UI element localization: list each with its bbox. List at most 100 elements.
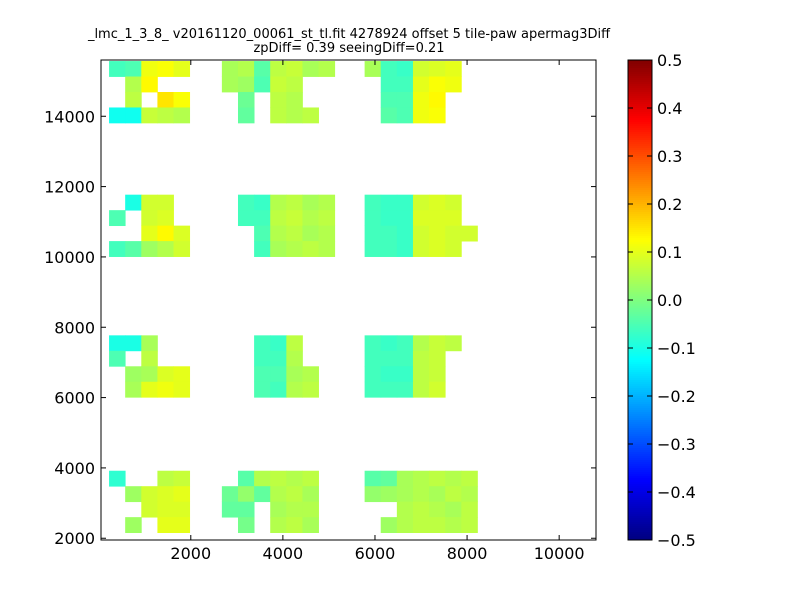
heatmap-cell bbox=[445, 225, 462, 242]
heatmap-cell bbox=[270, 486, 287, 503]
heatmap-cell bbox=[141, 76, 158, 93]
colorbar-band bbox=[628, 182, 652, 185]
y-tick-label: 10000 bbox=[44, 248, 95, 267]
heatmap-cell bbox=[173, 61, 191, 77]
colorbar-band bbox=[628, 514, 652, 517]
colorbar-band bbox=[628, 494, 652, 497]
colorbar-band bbox=[628, 506, 652, 509]
heatmap-cell bbox=[412, 366, 430, 383]
colorbar-band bbox=[628, 488, 652, 491]
heatmap-cell bbox=[380, 486, 398, 503]
heatmap-cell bbox=[286, 92, 303, 108]
heatmap-cell bbox=[429, 107, 446, 124]
heatmap-cell bbox=[364, 225, 382, 242]
heatmap-cell bbox=[412, 350, 430, 367]
colorbar-band bbox=[628, 484, 652, 487]
heatmap-cell bbox=[380, 76, 398, 93]
colorbar-band bbox=[628, 518, 652, 521]
colorbar-band bbox=[628, 246, 652, 249]
heatmap-cell bbox=[141, 335, 158, 352]
colorbar-band bbox=[628, 360, 652, 363]
colorbar-band bbox=[628, 432, 652, 435]
chart-title-line-1: _lmc_1_3_8_ v20161120_00061_st_tl.fit 42… bbox=[87, 27, 611, 42]
heatmap-cell bbox=[109, 210, 126, 227]
colorbar-band bbox=[628, 290, 652, 293]
colorbar-band bbox=[628, 406, 652, 409]
colorbar-band bbox=[628, 470, 652, 473]
heatmap-cell bbox=[302, 107, 319, 124]
colorbar-band bbox=[628, 354, 652, 357]
colorbar-band bbox=[628, 136, 652, 139]
heatmap-cell bbox=[429, 61, 446, 77]
heatmap-cell bbox=[157, 517, 174, 534]
colorbar-band bbox=[628, 358, 652, 361]
heatmap-cell bbox=[364, 486, 382, 503]
heatmap-cell bbox=[125, 92, 142, 108]
heatmap-cell bbox=[270, 366, 287, 383]
heatmap-cell bbox=[125, 335, 142, 352]
colorbar-band bbox=[628, 492, 652, 495]
colorbar-band bbox=[628, 310, 652, 313]
x-axis: 2000 4000 6000 8000 10000 bbox=[170, 60, 585, 563]
heatmap-cell bbox=[141, 210, 158, 227]
y-tick-label: 12000 bbox=[44, 178, 95, 197]
heatmap-cell bbox=[364, 350, 382, 367]
colorbar-band bbox=[628, 522, 652, 525]
colorbar-band bbox=[628, 460, 652, 463]
heatmap-cell bbox=[157, 241, 174, 257]
colorbar-band bbox=[628, 372, 652, 375]
heatmap-cell bbox=[173, 366, 191, 383]
colorbar-tick-label: −0.1 bbox=[657, 339, 696, 358]
heatmap-cell bbox=[380, 381, 398, 398]
colorbar-band bbox=[628, 190, 652, 193]
heatmap-cell bbox=[254, 350, 271, 367]
heatmap-cell bbox=[157, 61, 174, 77]
heatmap-cell bbox=[461, 501, 478, 518]
colorbar-band bbox=[628, 536, 652, 539]
colorbar-band bbox=[628, 508, 652, 511]
x-tick-label: 6000 bbox=[355, 544, 396, 563]
colorbar-band bbox=[628, 504, 652, 507]
heatmap-cell bbox=[221, 486, 239, 503]
heatmap-cell bbox=[429, 366, 446, 383]
heatmap-cell bbox=[461, 470, 478, 487]
colorbar-band bbox=[628, 96, 652, 99]
colorbar-band bbox=[628, 248, 652, 251]
colorbar-band bbox=[628, 430, 652, 433]
heatmap-cell bbox=[237, 92, 255, 108]
heatmap-cell bbox=[270, 241, 287, 257]
colorbar-band bbox=[628, 342, 652, 345]
heatmap-cell bbox=[429, 486, 446, 503]
colorbar-band bbox=[628, 100, 652, 103]
colorbar-band bbox=[628, 446, 652, 449]
colorbar-band bbox=[628, 416, 652, 419]
colorbar-band bbox=[628, 120, 652, 123]
heatmap-cell bbox=[254, 366, 271, 383]
colorbar-band bbox=[628, 260, 652, 263]
heatmap-cell bbox=[157, 486, 174, 503]
colorbar-band bbox=[628, 216, 652, 219]
colorbar-band bbox=[628, 62, 652, 65]
heatmap-cell bbox=[221, 76, 239, 93]
heatmap-cell bbox=[461, 486, 478, 503]
heatmap-cell bbox=[412, 241, 430, 257]
heatmap-cell bbox=[237, 470, 255, 487]
heatmap-cell bbox=[396, 517, 414, 534]
heatmap-cell bbox=[286, 61, 303, 77]
heatmap-cell bbox=[396, 61, 414, 77]
heatmap-cell bbox=[141, 381, 158, 398]
colorbar-band bbox=[628, 382, 652, 385]
heatmap-cell bbox=[286, 194, 303, 211]
colorbar-band bbox=[628, 306, 652, 309]
colorbar-band bbox=[628, 364, 652, 367]
colorbar-band bbox=[628, 208, 652, 211]
colorbar-band bbox=[628, 454, 652, 457]
heatmap-cell bbox=[412, 470, 430, 487]
colorbar-band bbox=[628, 478, 652, 481]
heatmap-cell bbox=[396, 501, 414, 518]
colorbar-band bbox=[628, 464, 652, 467]
colorbar-band bbox=[628, 116, 652, 119]
colorbar-band bbox=[628, 76, 652, 79]
heatmap-cell bbox=[302, 61, 319, 77]
colorbar-band bbox=[628, 186, 652, 189]
